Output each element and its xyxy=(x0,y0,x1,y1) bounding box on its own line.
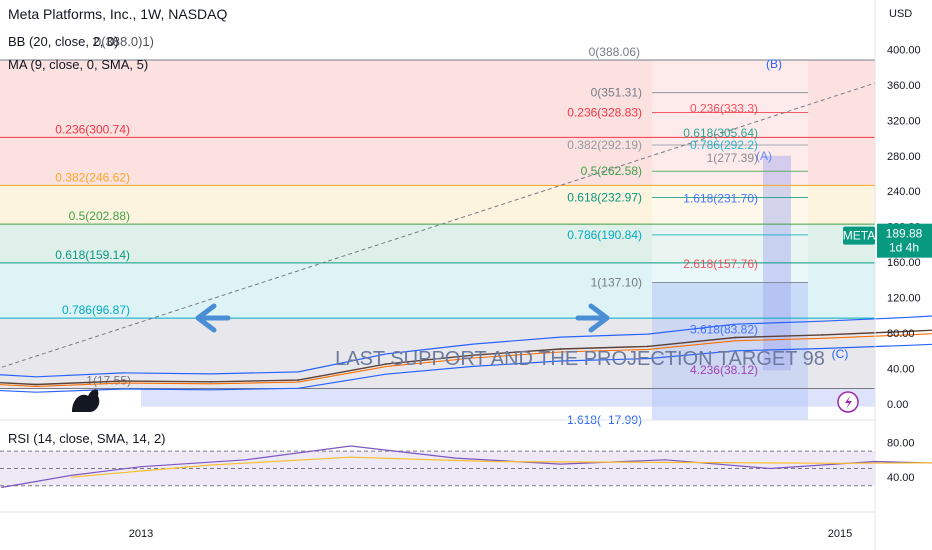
price-badge-bg xyxy=(877,223,932,258)
time-tick: 2013 xyxy=(129,528,153,540)
meta-tag-bg xyxy=(843,226,875,245)
symbol-title[interactable]: Meta Platforms, Inc., 1W, NASDAQ xyxy=(8,6,228,22)
price-point xyxy=(122,380,125,382)
right-arrow-icon xyxy=(575,303,610,333)
rsi-tick: 40.00 xyxy=(887,472,915,484)
fib-right-label: 0.5(262.58) xyxy=(581,164,642,178)
price-point xyxy=(384,363,387,366)
price-tick: 360.00 xyxy=(887,80,921,92)
fib-band xyxy=(0,224,875,263)
price-point xyxy=(35,383,38,386)
price-point xyxy=(734,336,737,339)
bb-overlap-text: 0(388.0)1) xyxy=(94,34,154,49)
price-tick: 320.00 xyxy=(887,115,921,127)
price-tick: 160.00 xyxy=(887,257,921,269)
fib-inner-label: 1.618(231.70) xyxy=(683,192,758,206)
fib-band xyxy=(0,59,875,138)
price-tick: 120.00 xyxy=(887,293,921,305)
time-tick: 2015 xyxy=(828,528,852,540)
bb-indicator-text: BB (20, close, 2, 0) xyxy=(8,34,119,49)
fib-inner-label: 0.786(292.2) xyxy=(690,138,758,152)
price-point xyxy=(472,354,474,357)
fib-right-label: 0.236(328.83) xyxy=(567,105,642,119)
fib-level-label: 0(388.06) xyxy=(589,45,640,59)
fib-inner-label: 2.618(157.76) xyxy=(683,257,758,271)
price-tick: 40.00 xyxy=(887,364,915,376)
left-arrow-icon xyxy=(195,303,231,333)
alert-lightning-glyph xyxy=(845,396,852,409)
wave-label-b: (B) xyxy=(766,57,782,71)
usd-label: USD xyxy=(889,8,913,20)
price-point xyxy=(210,380,212,383)
price-line xyxy=(0,329,932,386)
rsi-indicator-label[interactable]: RSI (14, close, SMA, 14, 2) xyxy=(8,431,166,446)
price-point xyxy=(646,345,649,348)
fib-right-label: 0(351.31) xyxy=(591,86,642,100)
fib-inner-label: 4.236(38.12) xyxy=(690,363,758,377)
current-price-value: 189.88 xyxy=(886,227,923,241)
fib-level-label: 0.5(202.88) xyxy=(69,209,130,223)
fib-right-label: 0.618(232.97) xyxy=(567,190,642,204)
bb-upper-band xyxy=(0,315,932,378)
fib-right-label: 0.786(190.84) xyxy=(567,228,642,242)
fib-inner-label: 0.236(333.3) xyxy=(690,102,758,116)
ma-line xyxy=(0,333,932,387)
fib-band xyxy=(0,185,875,225)
fib-level-label: 0.786(96.87) xyxy=(62,303,130,317)
price-point xyxy=(559,348,562,350)
fib-inner-label: 1(277.39) xyxy=(707,151,758,165)
meta-tag-ticker: META xyxy=(843,229,875,243)
price-point xyxy=(297,379,300,381)
price-point xyxy=(821,333,824,336)
wave-label-c: (C) xyxy=(832,347,849,361)
fib-level-label: 0.236(300.74) xyxy=(55,122,130,136)
wave-label-a: (A) xyxy=(756,149,772,163)
bb-lower-band xyxy=(0,343,932,393)
fib-level-label: 0.618(159.14) xyxy=(55,248,130,262)
price-tick: 0.00 xyxy=(887,399,908,411)
price-tick: 240.00 xyxy=(887,186,921,198)
price-tick: 400.00 xyxy=(887,44,921,56)
price-point xyxy=(909,330,911,333)
fib-level-label: 0.382(246.62) xyxy=(55,170,130,184)
price-tick: 80.00 xyxy=(887,328,915,340)
tradingview-logo-icon xyxy=(72,389,100,412)
ma-indicator-label[interactable]: MA (9, close, 0, SMA, 5) xyxy=(8,57,149,72)
fib-inner-label: 3.618(83.82) xyxy=(690,323,758,337)
bar-countdown: 1d 4h xyxy=(889,241,919,255)
rsi-line xyxy=(1,445,932,489)
annotation-text: LAST SUPPORT AND THE PROJECTION TARGET 9… xyxy=(335,348,825,370)
bb-indicator-label[interactable]: BB (20, close, 2, 0) 0(388.0)1) xyxy=(8,34,154,49)
price-tick: 280.00 xyxy=(887,151,921,163)
fib-right-label: 0.382(292.19) xyxy=(567,138,642,152)
fib-right-label: 1(137.10) xyxy=(591,275,642,289)
trend-line xyxy=(0,82,876,369)
rsi-ma-line xyxy=(71,456,932,478)
fib-inner-label: 0.618(305.64) xyxy=(683,126,758,140)
rsi-tick: 80.00 xyxy=(887,438,915,450)
